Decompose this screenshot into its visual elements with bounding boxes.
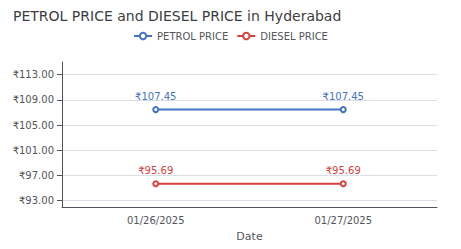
- svg-text:₹109.00: ₹109.00: [13, 94, 54, 105]
- svg-text:₹97.00: ₹97.00: [19, 170, 54, 181]
- svg-text:₹95.69: ₹95.69: [138, 165, 173, 176]
- svg-text:₹95.69: ₹95.69: [326, 165, 361, 176]
- svg-text:Date: Date: [236, 230, 263, 243]
- svg-text:₹107.45: ₹107.45: [323, 91, 364, 102]
- svg-text:01/26/2025: 01/26/2025: [127, 215, 185, 226]
- svg-text:₹101.00: ₹101.00: [13, 145, 54, 156]
- svg-text:₹113.00: ₹113.00: [13, 69, 54, 80]
- svg-text:DIESEL PRICE: DIESEL PRICE: [260, 31, 328, 42]
- svg-text:01/27/2025: 01/27/2025: [314, 215, 372, 226]
- svg-text:₹105.00: ₹105.00: [13, 120, 54, 131]
- svg-text:₹107.45: ₹107.45: [135, 91, 176, 102]
- svg-text:PETROL PRICE and DIESEL PRICE: PETROL PRICE and DIESEL PRICE in Hyderab…: [13, 8, 341, 24]
- svg-text:₹93.00: ₹93.00: [19, 195, 54, 206]
- svg-text:PETROL PRICE: PETROL PRICE: [157, 31, 228, 42]
